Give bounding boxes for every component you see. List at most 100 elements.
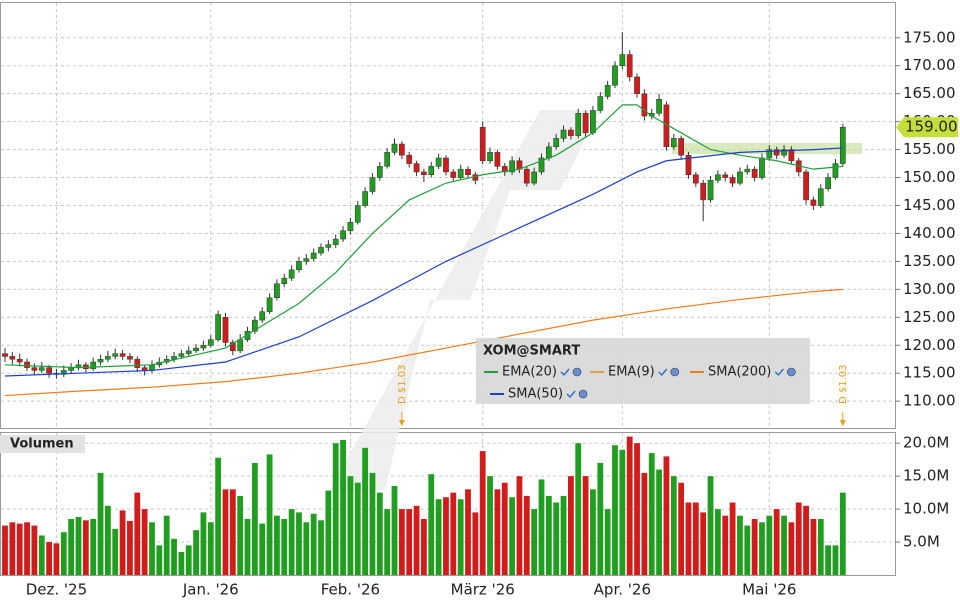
candle-body bbox=[825, 177, 831, 189]
volume-bar bbox=[134, 492, 141, 575]
x-tick-label: Dez. '25 bbox=[26, 581, 87, 599]
dividend-label: D $1.03 bbox=[838, 364, 849, 404]
volume-bar bbox=[685, 502, 692, 575]
legend-label: SMA(50) bbox=[508, 387, 563, 402]
candle-body bbox=[399, 143, 405, 156]
volume-bar bbox=[457, 499, 464, 575]
volume-bar bbox=[178, 551, 185, 575]
volume-bar bbox=[641, 472, 648, 575]
volume-bar bbox=[553, 502, 560, 575]
candle-body bbox=[619, 54, 626, 66]
y-tick-label: 5.0M bbox=[903, 533, 940, 551]
volume-bar bbox=[612, 445, 618, 575]
volume-bar bbox=[9, 522, 16, 575]
volume-bar bbox=[729, 502, 736, 575]
volume-bar bbox=[472, 512, 479, 575]
candle-body bbox=[545, 146, 552, 159]
legend-label: EMA(9) bbox=[608, 365, 655, 380]
grid: 110.00 115.00 120.00 125.00 130.00 135.00 140.… bbox=[1, 3, 956, 599]
volume-bar bbox=[413, 505, 420, 575]
volume-bar bbox=[832, 545, 839, 575]
volume-bar bbox=[215, 457, 222, 575]
candle-body bbox=[773, 149, 780, 156]
volume-bar bbox=[303, 522, 310, 575]
volume-bar bbox=[90, 518, 97, 575]
y-tick-label: 130.00 bbox=[903, 280, 956, 298]
volume-bar bbox=[193, 530, 199, 575]
volume-bar bbox=[237, 495, 244, 575]
volume-bar bbox=[376, 492, 383, 575]
legend-icon bbox=[572, 367, 582, 377]
volume-bar bbox=[450, 492, 457, 575]
volume-bar bbox=[229, 489, 236, 575]
candle-body bbox=[744, 168, 751, 173]
volume-bar bbox=[259, 523, 266, 575]
candle-body bbox=[97, 358, 104, 363]
volume-bar bbox=[788, 522, 795, 575]
candle-body bbox=[626, 54, 633, 78]
legend-check bbox=[560, 368, 570, 377]
marks bbox=[2, 32, 846, 575]
candle-body bbox=[810, 199, 817, 206]
volume-bar bbox=[274, 515, 280, 575]
candle-body bbox=[112, 353, 119, 357]
volume-bar bbox=[597, 462, 604, 575]
volume-bar bbox=[825, 545, 832, 575]
dividend-arrowhead bbox=[839, 420, 846, 426]
candle-body bbox=[692, 174, 699, 184]
volume-bar bbox=[501, 482, 508, 575]
candle-body bbox=[244, 331, 251, 340]
candle-body bbox=[376, 166, 383, 178]
y-tick-label: 120.00 bbox=[903, 336, 956, 354]
candle-body bbox=[634, 76, 640, 94]
candle-body bbox=[141, 367, 148, 371]
candle-body bbox=[185, 350, 192, 354]
volume-bar bbox=[288, 509, 295, 575]
candle-body bbox=[707, 180, 714, 201]
y-tick-label: 115.00 bbox=[903, 364, 956, 382]
volume-bar bbox=[200, 512, 207, 575]
legend-check bbox=[774, 368, 784, 377]
volume-bar bbox=[648, 453, 655, 575]
x-tick-label: Feb. '26 bbox=[321, 581, 380, 599]
y-tick-label: 15.0M bbox=[903, 467, 949, 485]
volume-bar bbox=[523, 495, 530, 575]
legend-icon bbox=[670, 367, 680, 377]
volume-bar bbox=[759, 522, 765, 575]
candle-body bbox=[222, 317, 229, 343]
volume-bar bbox=[516, 476, 523, 575]
volume-bar bbox=[391, 486, 398, 575]
candle-body bbox=[340, 230, 346, 240]
candle-body bbox=[347, 222, 354, 231]
volume-bar bbox=[354, 482, 361, 575]
candle-body bbox=[237, 339, 244, 352]
candle-body bbox=[406, 154, 413, 164]
legend-label: SMA(200) bbox=[708, 365, 771, 380]
volume-bar bbox=[207, 522, 214, 575]
x-tick-label: Apr. '26 bbox=[594, 581, 651, 599]
candle-body bbox=[296, 261, 302, 271]
x-tick-label: März '26 bbox=[451, 581, 515, 599]
candle-body bbox=[641, 93, 648, 117]
candle-body bbox=[207, 339, 214, 346]
candle-body bbox=[509, 160, 515, 173]
y-tick-label: 10.0M bbox=[903, 500, 949, 518]
dividend-arrowhead bbox=[398, 420, 405, 426]
volume-bar bbox=[575, 443, 582, 575]
volume-bar bbox=[465, 489, 471, 575]
candle-body bbox=[252, 319, 258, 332]
volume-bar bbox=[670, 476, 677, 575]
candle-body bbox=[215, 314, 221, 340]
candle-body bbox=[178, 353, 185, 357]
volume-bar bbox=[369, 472, 376, 575]
volume-bar bbox=[707, 476, 714, 575]
candle-body bbox=[259, 311, 266, 321]
volume-bar bbox=[619, 449, 626, 575]
candle-body bbox=[421, 171, 427, 175]
volume-bar bbox=[663, 456, 670, 575]
candle-body bbox=[729, 177, 736, 184]
volume-bar bbox=[149, 522, 155, 575]
candle-body bbox=[369, 177, 376, 192]
candle-body bbox=[105, 356, 111, 360]
